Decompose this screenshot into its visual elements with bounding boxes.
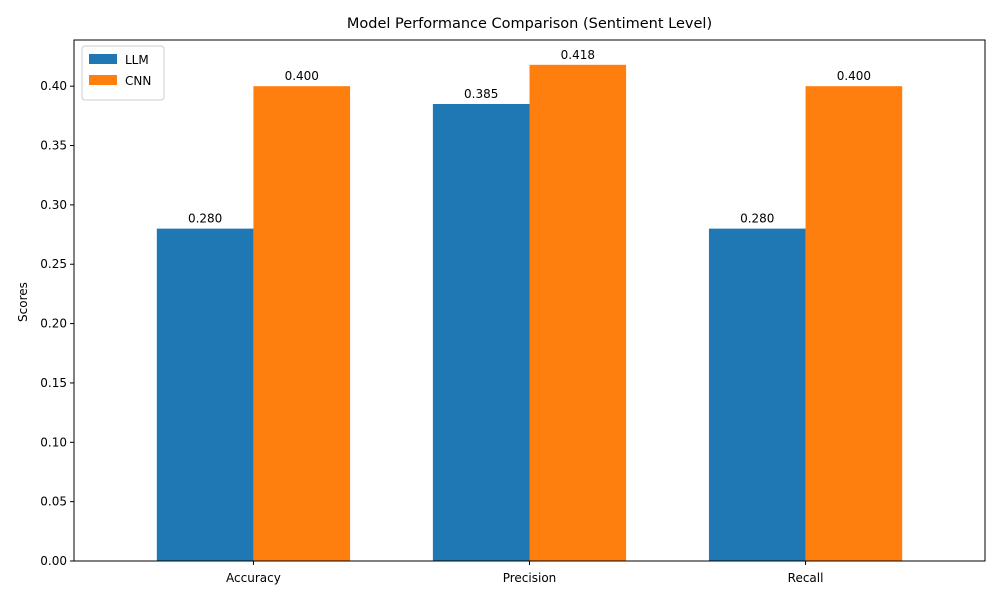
data-label: 0.400 xyxy=(837,69,871,83)
y-tick-label: 0.40 xyxy=(40,79,67,93)
data-label: 0.385 xyxy=(464,87,498,101)
plot-frame xyxy=(73,39,986,562)
bar-llm xyxy=(708,228,806,562)
bar-llm xyxy=(432,103,530,561)
data-label: 0.418 xyxy=(561,48,595,62)
x-tick-label: Accuracy xyxy=(226,571,281,585)
y-axis-label: Scores xyxy=(16,282,30,322)
bar-cnn xyxy=(805,86,903,561)
y-tick-label: 0.05 xyxy=(40,495,67,509)
y-tick-label: 0.20 xyxy=(40,317,67,331)
x-tick-label: Recall xyxy=(788,571,824,585)
y-tick-label: 0.25 xyxy=(40,257,67,271)
legend: LLM CNN xyxy=(81,45,165,101)
y-tick-label: 0.00 xyxy=(40,554,67,568)
x-tick-label: Precision xyxy=(503,571,557,585)
bar-cnn xyxy=(529,64,627,562)
y-tick-label: 0.15 xyxy=(40,376,67,390)
y-tick-label: 0.10 xyxy=(40,435,67,449)
legend-swatch-llm xyxy=(89,54,117,64)
chart-title: Model Performance Comparison (Sentiment … xyxy=(347,16,712,32)
y-tick-label: 0.35 xyxy=(40,139,67,153)
bar-llm xyxy=(156,228,254,562)
legend-label: LLM xyxy=(125,53,149,67)
bar-cnn xyxy=(253,86,351,561)
data-label: 0.280 xyxy=(740,212,774,226)
data-label: 0.280 xyxy=(188,212,222,226)
y-tick-label: 0.30 xyxy=(40,198,67,212)
legend-swatch-cnn xyxy=(89,75,117,85)
legend-label: CNN xyxy=(125,74,151,88)
data-label: 0.400 xyxy=(285,69,319,83)
plot-area: 0.00 0.05 0.10 0.15 0.20 0.25 0.30 0.35 0.40 0.28… xyxy=(40,48,903,585)
